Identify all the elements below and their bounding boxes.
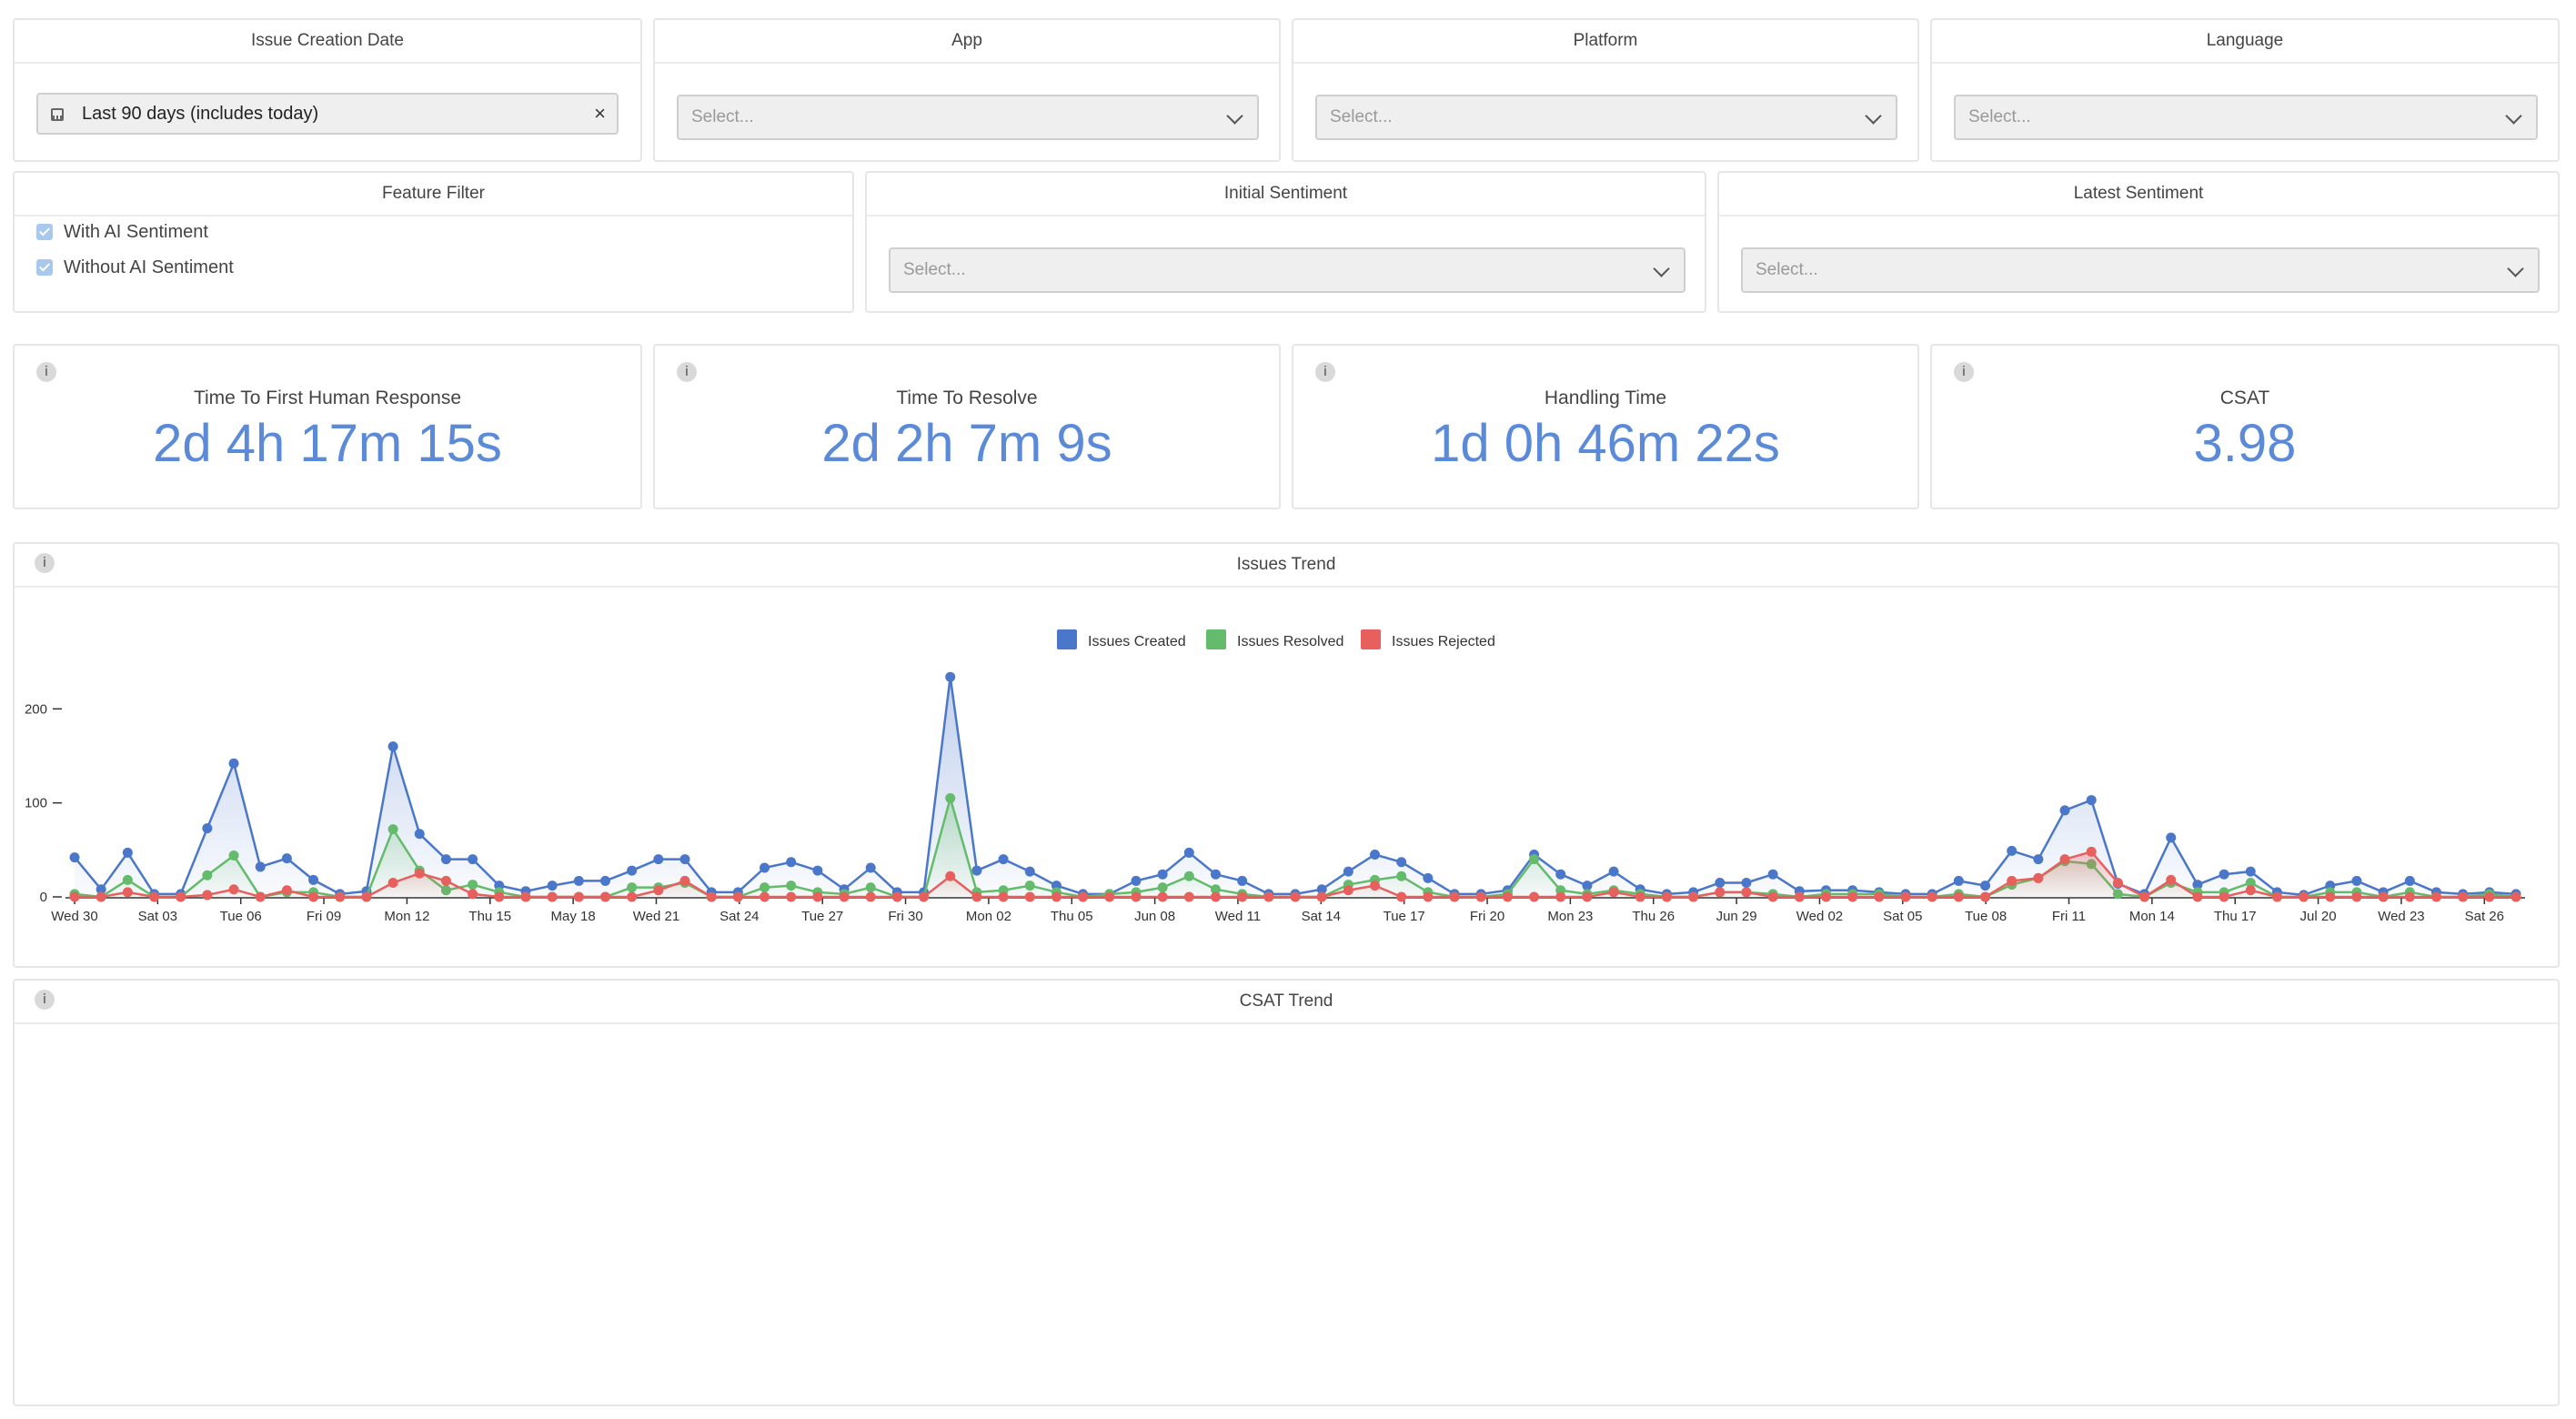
language-select[interactable]: Select... — [1954, 95, 2538, 140]
chevron-down-icon — [1226, 107, 1243, 125]
chevron-down-icon — [1865, 107, 1882, 125]
with-ai-sentiment-label: With AI Sentiment — [64, 222, 208, 242]
chevron-down-icon — [2507, 260, 2524, 277]
calendar-icon — [51, 108, 64, 121]
kpi-value: 2d 4h 17m 15s — [153, 414, 502, 473]
kpi-card-handling-time: i Handling Time 1d 0h 46m 22s — [1292, 344, 1919, 509]
feature-filter-title: Feature Filter — [15, 173, 852, 216]
latest-sentiment-placeholder: Select... — [1756, 260, 1818, 279]
kpi-value: 1d 0h 46m 22s — [1431, 414, 1780, 473]
kpi-card-time-to-resolve: i Time To Resolve 2d 2h 7m 9s — [653, 344, 1281, 509]
kpi-card-csat: i CSAT 3.98 — [1930, 344, 2560, 509]
issue-creation-date-title: Issue Creation Date — [15, 20, 640, 64]
kpi-label: Time To First Human Response — [193, 387, 462, 408]
initial-sentiment-placeholder: Select... — [903, 260, 966, 279]
info-icon[interactable]: i — [1954, 362, 1974, 382]
checkbox-checked-icon[interactable] — [36, 259, 53, 276]
clear-icon[interactable]: × — [594, 102, 606, 125]
app-select-placeholder: Select... — [691, 107, 754, 126]
kpi-card-first-response: i Time To First Human Response 2d 4h 17m… — [13, 344, 642, 509]
initial-sentiment-title: Initial Sentiment — [867, 173, 1705, 216]
date-range-select[interactable]: Last 90 days (includes today) × — [36, 93, 619, 135]
app-filter-title: App — [655, 20, 1279, 64]
initial-sentiment-select[interactable]: Select... — [889, 247, 1685, 293]
language-filter: Language Select... — [1930, 18, 2560, 162]
kpi-label: CSAT — [2219, 387, 2270, 408]
latest-sentiment-select[interactable]: Select... — [1741, 247, 2540, 293]
app-select[interactable]: Select... — [677, 95, 1259, 140]
kpi-label: Time To Resolve — [896, 387, 1038, 408]
platform-select[interactable]: Select... — [1315, 95, 1897, 140]
info-icon[interactable]: i — [1315, 362, 1335, 382]
language-select-placeholder: Select... — [1968, 107, 2031, 126]
chevron-down-icon — [1653, 260, 1670, 277]
kpi-label: Handling Time — [1544, 387, 1667, 408]
info-icon[interactable]: i — [35, 990, 55, 1010]
info-icon[interactable]: i — [677, 362, 697, 382]
chart-title: CSAT Trend — [1239, 991, 1333, 1011]
issue-creation-date-filter: Issue Creation Date Last 90 days (includ… — [13, 18, 642, 162]
initial-sentiment-filter: Initial Sentiment Select... — [865, 171, 1706, 313]
info-icon[interactable]: i — [36, 362, 56, 382]
latest-sentiment-title: Latest Sentiment — [1719, 173, 2558, 216]
platform-select-placeholder: Select... — [1330, 107, 1393, 126]
info-icon[interactable]: i — [35, 553, 55, 573]
kpi-value: 2d 2h 7m 9s — [821, 414, 1112, 473]
without-ai-sentiment-label: Without AI Sentiment — [64, 257, 234, 277]
csat-trend-panel: i CSAT Trend — [13, 979, 2560, 1406]
issues-trend-panel: i Issues Trend — [13, 542, 2560, 968]
chevron-down-icon — [2505, 107, 2522, 125]
kpi-value: 3.98 — [2193, 414, 2297, 473]
platform-filter: Platform Select... — [1292, 18, 1919, 162]
date-range-value: Last 90 days (includes today) — [82, 104, 319, 124]
platform-filter-title: Platform — [1293, 20, 1917, 64]
app-filter: App Select... — [653, 18, 1281, 162]
latest-sentiment-filter: Latest Sentiment Select... — [1717, 171, 2560, 313]
language-filter-title: Language — [1932, 20, 2558, 64]
chart-title: Issues Trend — [1236, 555, 1336, 574]
feature-filter: Feature Filter With AI Sentiment Without… — [13, 171, 854, 313]
checkbox-checked-icon[interactable] — [36, 224, 53, 240]
